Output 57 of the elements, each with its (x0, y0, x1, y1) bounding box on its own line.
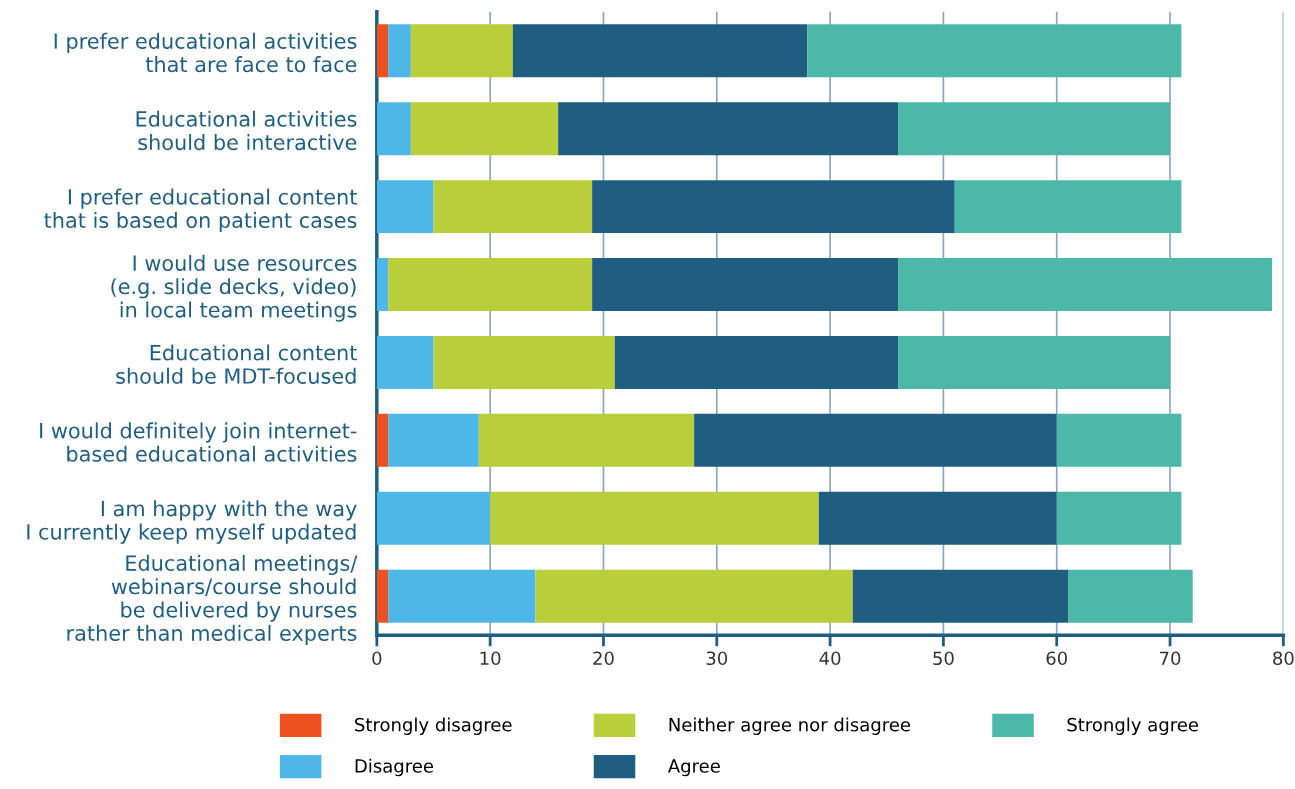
bar (558, 102, 899, 156)
bar (376, 569, 389, 623)
y-tick-label: I would definitely join internet- based educational activities (40, 422, 357, 462)
bar (512, 24, 808, 78)
x-tick-label: 10 (480, 651, 501, 666)
bar (898, 335, 1171, 389)
x-tick-label: 50 (933, 651, 954, 666)
y-tick-label: Educational activities should be interactive (136, 110, 357, 151)
x-tick-label: 30 (706, 651, 728, 666)
x-tick-label: 70 (1160, 651, 1181, 666)
bar (388, 569, 536, 623)
legend-label: Strongly disagree (355, 717, 512, 735)
legend-label: Strongly agree (1067, 717, 1199, 735)
y-tick-label: I am happy with the way I currently keep myself updated (27, 500, 357, 544)
bar (376, 24, 389, 78)
y-tick-label: Educational meetings/ webinars/course should be delivered by nurses rather than medical experts (67, 554, 358, 646)
bar (410, 24, 513, 78)
bar (388, 258, 593, 312)
bar (852, 569, 1069, 623)
bar (898, 258, 1273, 312)
bar (376, 102, 411, 156)
x-tick-label: 60 (1046, 651, 1068, 666)
bar (614, 335, 899, 389)
x-tick-label: 20 (593, 651, 614, 666)
bar (592, 180, 955, 234)
bar (376, 258, 389, 312)
legend-label: Neither agree nor disagree (669, 717, 911, 735)
bar (694, 413, 1057, 467)
y-tick-label: Educational content should be MDT-focused (116, 344, 357, 384)
bar (376, 491, 491, 545)
bar (807, 24, 1182, 78)
bar (818, 491, 1057, 545)
y-tick-label: I would use resources (e.g. slide decks, video) in local team meetings (111, 254, 357, 322)
bar (376, 180, 434, 234)
x-tick-label: 80 (1273, 651, 1294, 666)
bar (898, 102, 1171, 156)
bar (410, 102, 559, 156)
bar (535, 569, 853, 623)
bar (1056, 413, 1182, 467)
y-tick-label: I prefer educational content that is based on patient cases (44, 188, 357, 233)
x-tick-label: 40 (819, 651, 841, 666)
bar (388, 24, 411, 78)
bar (433, 180, 593, 234)
legend-label: Agree (667, 759, 720, 777)
bar (1068, 569, 1193, 623)
bar (478, 413, 695, 467)
y-tick-label: I prefer educational activities that are face to face (54, 32, 357, 73)
bar (376, 413, 389, 467)
bar (1056, 491, 1182, 545)
bar (954, 180, 1182, 234)
legend-label: Disagree (355, 758, 434, 777)
bar (433, 335, 615, 389)
bar (490, 491, 819, 545)
bar (592, 258, 899, 312)
x-tick-label: 0 (372, 651, 382, 666)
bar (388, 413, 479, 467)
bar (376, 335, 434, 389)
